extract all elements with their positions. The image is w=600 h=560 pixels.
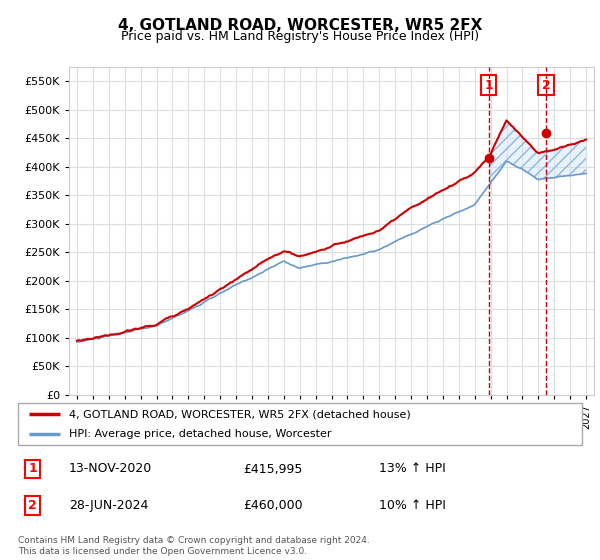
Text: 1: 1 <box>484 78 493 92</box>
Text: 2: 2 <box>28 499 37 512</box>
Text: £415,995: £415,995 <box>244 463 303 475</box>
Text: Price paid vs. HM Land Registry's House Price Index (HPI): Price paid vs. HM Land Registry's House … <box>121 30 479 43</box>
Text: 1: 1 <box>28 463 37 475</box>
Text: 4, GOTLAND ROAD, WORCESTER, WR5 2FX: 4, GOTLAND ROAD, WORCESTER, WR5 2FX <box>118 18 482 33</box>
Text: 10% ↑ HPI: 10% ↑ HPI <box>379 499 446 512</box>
Text: Contains HM Land Registry data © Crown copyright and database right 2024.
This d: Contains HM Land Registry data © Crown c… <box>18 536 370 556</box>
Text: £460,000: £460,000 <box>244 499 303 512</box>
Text: HPI: Average price, detached house, Worcester: HPI: Average price, detached house, Worc… <box>69 430 331 439</box>
FancyBboxPatch shape <box>18 403 582 445</box>
Text: 28-JUN-2024: 28-JUN-2024 <box>69 499 148 512</box>
Text: 4, GOTLAND ROAD, WORCESTER, WR5 2FX (detached house): 4, GOTLAND ROAD, WORCESTER, WR5 2FX (det… <box>69 409 410 419</box>
Text: 13% ↑ HPI: 13% ↑ HPI <box>379 463 446 475</box>
Text: 2: 2 <box>542 78 551 92</box>
Text: 13-NOV-2020: 13-NOV-2020 <box>69 463 152 475</box>
